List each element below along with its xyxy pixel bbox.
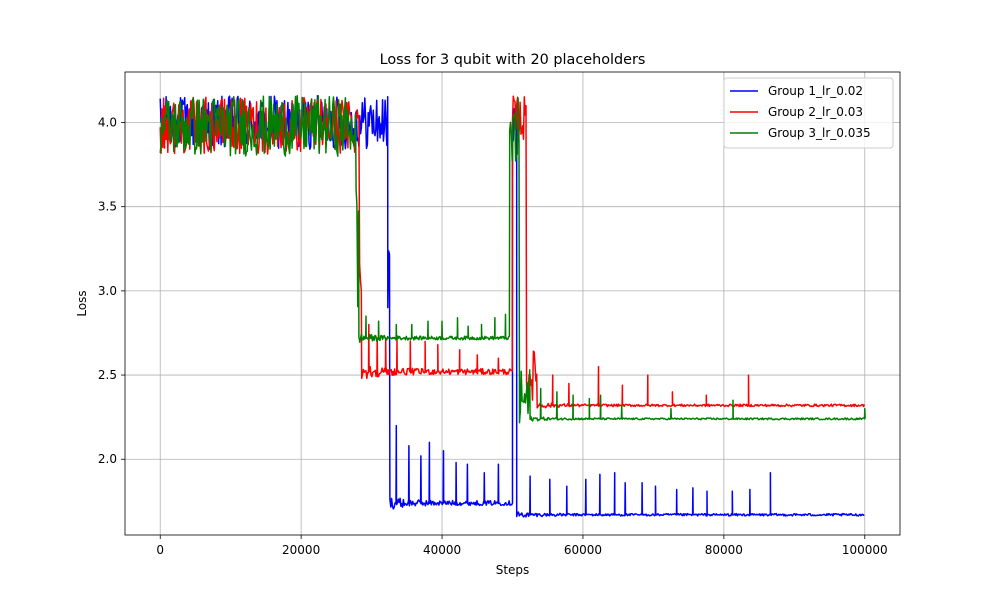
y-tick-label: 2.5 — [98, 368, 117, 382]
x-tick-label: 80000 — [705, 543, 743, 557]
x-axis-label: Steps — [496, 563, 530, 577]
ticks: 0 20000 40000 60000 80000 100000 2.0 2.5 3.0 3.5 4… — [98, 116, 888, 557]
chart-title: Loss for 3 qubit with 20 placeholders — [380, 52, 646, 68]
y-tick-label: 2.0 — [98, 452, 117, 466]
legend-label-2: Group 2_lr_0.03 — [768, 105, 863, 119]
y-tick-label: 4.0 — [98, 116, 117, 130]
legend: Group 1_lr_0.02 Group 2_lr_0.03 Group 3_lr… — [723, 77, 894, 149]
x-tick-label: 20000 — [282, 543, 320, 557]
x-tick-label: 60000 — [564, 543, 602, 557]
legend-box — [723, 77, 894, 149]
x-tick-label: 100000 — [842, 543, 888, 557]
x-tick-label: 40000 — [423, 543, 461, 557]
legend-label-1: Group 1_lr_0.02 — [768, 84, 863, 98]
series-layer — [159, 94, 866, 518]
series-line-3 — [159, 94, 866, 424]
legend-label-3: Group 3_lr_0.035 — [768, 126, 871, 140]
y-axis-label: Loss — [75, 290, 89, 316]
y-tick-label: 3.5 — [98, 200, 117, 214]
y-tick-label: 3.0 — [98, 284, 117, 298]
series-line-1 — [159, 94, 865, 518]
x-tick-label: 0 — [156, 543, 164, 557]
axes-frame — [124, 71, 901, 536]
